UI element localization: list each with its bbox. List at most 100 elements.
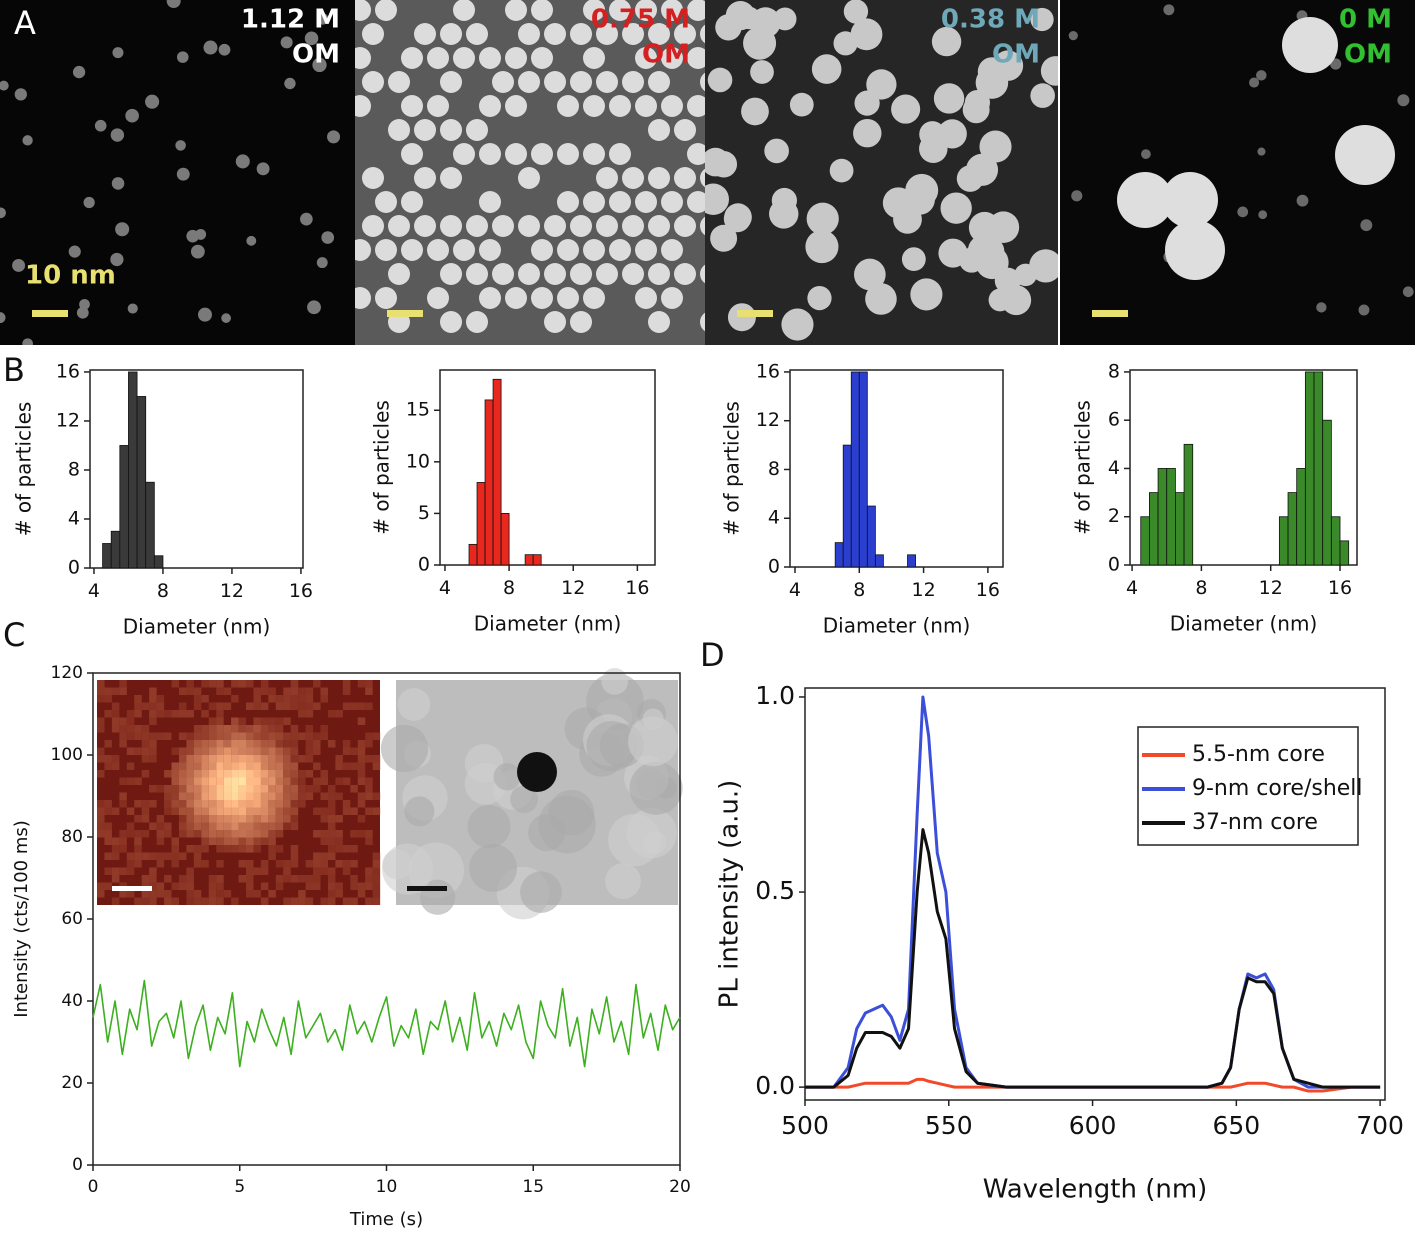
x-tick-label: 4 [88, 580, 100, 602]
particle [1397, 94, 1410, 107]
pixel [186, 890, 194, 898]
pixel [104, 830, 112, 838]
pixel [305, 710, 314, 718]
particle [583, 47, 605, 69]
pixel [372, 897, 381, 905]
particle [544, 71, 566, 93]
y-tick-label: 12 [56, 409, 80, 431]
pixel [313, 777, 321, 785]
pixel [208, 725, 217, 733]
particle [609, 191, 631, 213]
pixel [283, 897, 291, 905]
bar [1339, 540, 1350, 566]
pixel [313, 860, 321, 868]
pixel [216, 732, 224, 740]
pixel [253, 837, 261, 845]
image-label: OM [992, 40, 1040, 70]
pixel [357, 747, 366, 755]
pixel [283, 770, 291, 778]
y-tick-label: 10 [406, 450, 430, 472]
pixel [231, 732, 239, 740]
pixel [342, 867, 351, 875]
pixel [275, 800, 284, 808]
particle [466, 23, 488, 45]
particle [1335, 125, 1395, 185]
particle [806, 202, 839, 235]
micrograph [705, 0, 1058, 345]
pixel [260, 762, 269, 770]
pixel [178, 830, 187, 838]
x-tick-label: 16 [625, 577, 649, 599]
particle [1249, 77, 1260, 88]
particle [570, 23, 592, 45]
pixel [178, 785, 187, 793]
particle [1257, 147, 1266, 156]
pixel [365, 830, 373, 838]
pixel [186, 755, 194, 763]
pixel [201, 755, 209, 763]
pixel [350, 845, 358, 853]
particle [83, 196, 95, 209]
pixel [216, 762, 224, 770]
particle [933, 83, 965, 114]
pixel [164, 807, 172, 815]
particle [198, 307, 212, 322]
pixel [320, 725, 328, 733]
particle [609, 95, 631, 117]
pixel [216, 875, 224, 883]
pixel [238, 732, 247, 740]
pixel [298, 710, 306, 718]
pixel [253, 770, 261, 778]
particle [1256, 70, 1267, 81]
pixel [208, 792, 217, 800]
pixel [290, 680, 299, 688]
pixel [238, 717, 247, 725]
pixel [313, 740, 321, 748]
pixel [268, 725, 276, 733]
pixel [126, 725, 135, 733]
pixel [290, 777, 299, 785]
particle [388, 263, 410, 285]
particle [111, 177, 125, 190]
pixel [111, 875, 120, 883]
pixel [193, 800, 202, 808]
pixel [149, 897, 157, 905]
pixel [313, 702, 321, 710]
pixel [186, 807, 194, 815]
pixel [290, 852, 299, 860]
particle [518, 167, 540, 189]
pixel [283, 867, 291, 875]
line-series [92, 979, 681, 1068]
pixel [208, 770, 217, 778]
pixel [216, 687, 224, 695]
pixel [246, 747, 254, 755]
pixel [231, 807, 239, 815]
bar [907, 554, 916, 568]
pixel [313, 762, 321, 770]
pixel [275, 725, 284, 733]
pixel [298, 890, 306, 898]
bar [858, 371, 868, 568]
pixel [223, 755, 232, 763]
bar [1322, 419, 1332, 566]
pixel [201, 815, 209, 823]
pixel [238, 800, 247, 808]
pixel [231, 845, 239, 853]
pixel [119, 830, 127, 838]
pixel [342, 845, 351, 853]
bar [1287, 492, 1298, 566]
pixel [119, 732, 127, 740]
pixel [283, 687, 291, 695]
x-tick-label: 16 [289, 580, 313, 602]
particle [674, 119, 696, 141]
pixel [305, 875, 314, 883]
pixel [238, 680, 247, 688]
pixel [126, 860, 135, 868]
pixel [104, 822, 112, 830]
pixel [327, 867, 336, 875]
pixel [97, 747, 105, 755]
pixel [231, 755, 239, 763]
pixel [335, 837, 343, 845]
pixel [208, 830, 217, 838]
pixel [238, 837, 247, 845]
